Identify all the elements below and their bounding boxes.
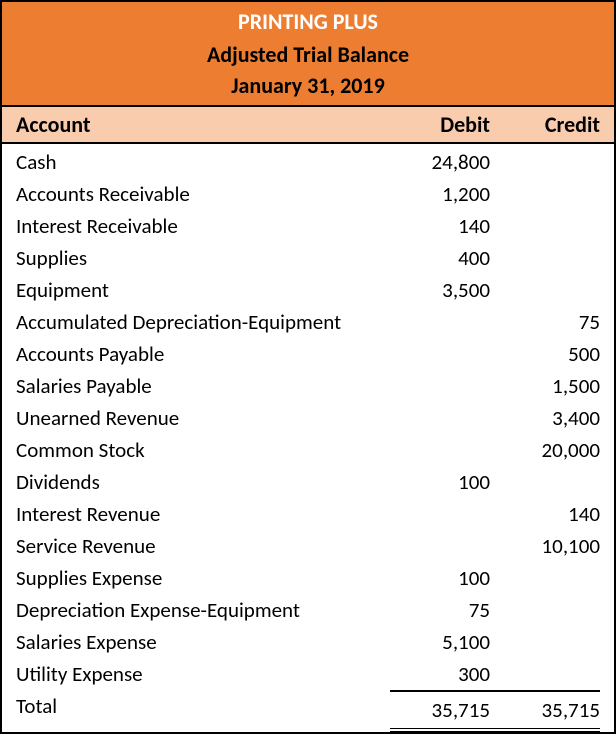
credit-cell: [500, 594, 600, 626]
debit-cell: [390, 370, 500, 402]
account-cell: Service Revenue: [16, 530, 390, 562]
account-cell: Supplies: [16, 242, 390, 274]
debit-cell: 400: [390, 242, 500, 274]
credit-cell: [500, 626, 600, 658]
debit-cell: 100: [390, 466, 500, 498]
account-cell: Dividends: [16, 466, 390, 498]
credit-cell: [500, 242, 600, 274]
account-cell: Interest Receivable: [16, 210, 390, 242]
table-row: Accounts Payable 500: [16, 338, 600, 370]
table-row: Cash24,800: [16, 146, 600, 178]
account-cell: Cash: [16, 146, 390, 178]
debit-cell: 1,200: [390, 178, 500, 210]
account-cell: Depreciation Expense-Equipment: [16, 594, 390, 626]
table-row: Salaries Expense5,100: [16, 626, 600, 658]
table-row: Salaries Payable 1,500: [16, 370, 600, 402]
debit-cell: 300: [390, 658, 500, 690]
table-row: Interest Receivable140: [16, 210, 600, 242]
report-title: Adjusted Trial Balance: [2, 39, 614, 70]
total-debit: 35,715: [390, 690, 500, 732]
credit-cell: 500: [500, 338, 600, 370]
account-cell: Unearned Revenue: [16, 402, 390, 434]
credit-cell: 140: [500, 498, 600, 530]
debit-cell: 24,800: [390, 146, 500, 178]
table-row: Accounts Receivable1,200: [16, 178, 600, 210]
credit-cell: [500, 178, 600, 210]
credit-cell: [500, 274, 600, 306]
account-cell: Common Stock: [16, 434, 390, 466]
account-cell: Utility Expense: [16, 658, 390, 690]
account-cell: Interest Revenue: [16, 498, 390, 530]
total-label: Total: [16, 690, 390, 732]
table-body: Cash24,800Accounts Receivable1,200Intere…: [2, 144, 614, 732]
account-cell: Accounts Receivable: [16, 178, 390, 210]
credit-cell: 1,500: [500, 370, 600, 402]
account-cell: Equipment: [16, 274, 390, 306]
col-header-account: Account: [16, 111, 390, 138]
account-cell: Supplies Expense: [16, 562, 390, 594]
table-row: Equipment3,500: [16, 274, 600, 306]
col-header-debit: Debit: [390, 111, 500, 138]
account-cell: Accumulated Depreciation-Equipment: [16, 306, 390, 338]
report-date: January 31, 2019: [2, 70, 614, 105]
credit-cell: [500, 466, 600, 498]
credit-cell: 10,100: [500, 530, 600, 562]
table-row: Depreciation Expense-Equipment75: [16, 594, 600, 626]
credit-cell: 3,400: [500, 402, 600, 434]
debit-cell: [390, 530, 500, 562]
table-row: Interest Revenue 140: [16, 498, 600, 530]
table-row: Supplies Expense100: [16, 562, 600, 594]
total-row: Total35,71535,715: [16, 690, 600, 732]
debit-cell: [390, 402, 500, 434]
trial-balance-table: PRINTING PLUS Adjusted Trial Balance Jan…: [0, 0, 616, 734]
table-row: Common Stock 20,000: [16, 434, 600, 466]
debit-cell: 5,100: [390, 626, 500, 658]
table-row: Supplies400: [16, 242, 600, 274]
company-name: PRINTING PLUS: [2, 2, 614, 39]
debit-cell: 3,500: [390, 274, 500, 306]
table-row: Utility Expense300: [16, 658, 600, 690]
debit-cell: [390, 306, 500, 338]
account-cell: Salaries Payable: [16, 370, 390, 402]
report-header: PRINTING PLUS Adjusted Trial Balance Jan…: [2, 2, 614, 107]
credit-cell: [500, 146, 600, 178]
credit-cell: 75: [500, 306, 600, 338]
credit-cell: [500, 210, 600, 242]
debit-cell: [390, 338, 500, 370]
account-cell: Salaries Expense: [16, 626, 390, 658]
table-row: Service Revenue 10,100: [16, 530, 600, 562]
total-credit: 35,715: [500, 690, 600, 732]
column-headers: Account Debit Credit: [2, 107, 614, 144]
debit-cell: [390, 434, 500, 466]
debit-cell: 75: [390, 594, 500, 626]
debit-cell: [390, 498, 500, 530]
credit-cell: [500, 658, 600, 690]
debit-cell: 100: [390, 562, 500, 594]
table-row: Accumulated Depreciation-Equipment 75: [16, 306, 600, 338]
account-cell: Accounts Payable: [16, 338, 390, 370]
table-row: Unearned Revenue 3,400: [16, 402, 600, 434]
table-row: Dividends100: [16, 466, 600, 498]
credit-cell: [500, 562, 600, 594]
debit-cell: 140: [390, 210, 500, 242]
credit-cell: 20,000: [500, 434, 600, 466]
col-header-credit: Credit: [500, 111, 600, 138]
